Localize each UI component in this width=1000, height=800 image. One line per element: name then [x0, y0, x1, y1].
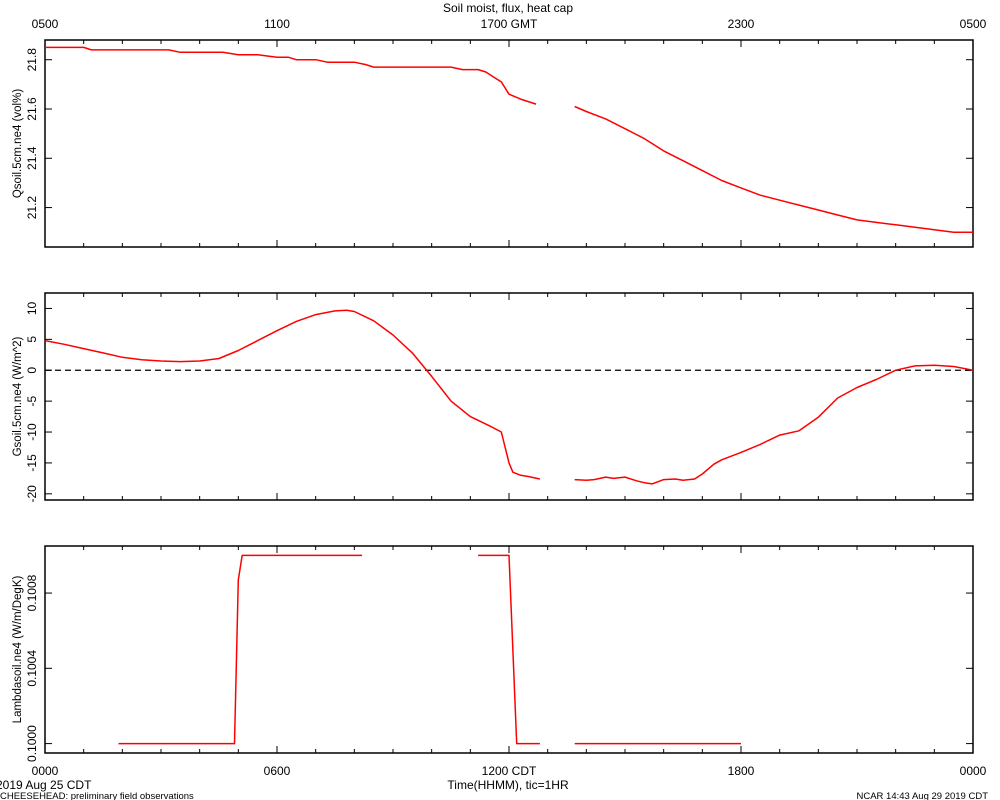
- x-axis-label: Time(HHMM), tic=1HR: [447, 778, 569, 792]
- y-tick-label: 21.4: [25, 146, 39, 170]
- y-tick-label: -15: [25, 454, 39, 472]
- panel-frame: [44, 545, 974, 754]
- y-tick-label: 21.8: [25, 48, 39, 72]
- series-line: [44, 309, 541, 480]
- panel-2: -20 -15 -10 -5 0 5 10 Gsoil.5cm.ne4 (W/m^2): [12, 292, 974, 503]
- bottom-tick-label: 1200 CDT: [482, 764, 537, 778]
- top-tick-label: 0500: [32, 17, 59, 31]
- chart-title: Soil moist, flux, heat cap: [443, 1, 573, 15]
- footer-right: NCAR 14:43 Aug 29 2019 CDT: [857, 791, 989, 800]
- y-tick-label: 10: [25, 301, 39, 315]
- series-line: [118, 554, 363, 745]
- top-axis-ticks: 0500 1100 1700 GMT 2300 0500: [32, 17, 987, 31]
- series-line: [574, 105, 973, 233]
- y-tick-label: -10: [25, 423, 39, 441]
- y-tick-label: 0: [25, 367, 39, 374]
- series-line: [478, 554, 540, 745]
- series-line: [574, 364, 974, 485]
- panel-frame: [44, 292, 974, 501]
- y-tick-label: -20: [25, 485, 39, 503]
- panel-1: 21.2 21.4 21.6 21.8 Qsoil.5cm.ne4 (vol%): [12, 39, 974, 248]
- bottom-axis-ticks: 0000 0600 1200 CDT 1800 0000: [32, 764, 987, 778]
- top-tick-label: 0500: [960, 17, 987, 31]
- date-label: 2019 Aug 25 CDT: [0, 778, 92, 792]
- y-tick-label: 0.1000: [25, 725, 39, 762]
- y-tick-label: 0.1008: [25, 574, 39, 611]
- y-axis-label: Gsoil.5cm.ne4 (W/m^2): [12, 336, 24, 456]
- y-tick-label: 0.1004: [25, 650, 39, 687]
- y-axis-label: Qsoil.5cm.ne4 (vol%): [12, 89, 24, 198]
- bottom-tick-label: 0600: [264, 764, 291, 778]
- bottom-tick-label: 0000: [960, 764, 987, 778]
- series-line: [45, 46, 537, 105]
- bottom-tick-label: 1800: [728, 764, 755, 778]
- y-tick-label: -5: [25, 395, 39, 406]
- top-tick-label: 1100: [264, 17, 290, 31]
- y-tick-label: 21.2: [25, 196, 39, 220]
- y-axis-label: Lambdasoil.ne4 (W/m/DegK): [12, 576, 24, 724]
- footer-left: CHEESEHEAD: preliminary field observatio…: [0, 791, 194, 800]
- y-tick-label: 5: [25, 336, 39, 343]
- panel-frame: [44, 39, 974, 248]
- bottom-tick-label: 0000: [32, 764, 59, 778]
- y-tick-label: 21.6: [25, 97, 39, 121]
- top-tick-label: 1700 GMT: [481, 17, 538, 31]
- top-tick-label: 2300: [728, 17, 755, 31]
